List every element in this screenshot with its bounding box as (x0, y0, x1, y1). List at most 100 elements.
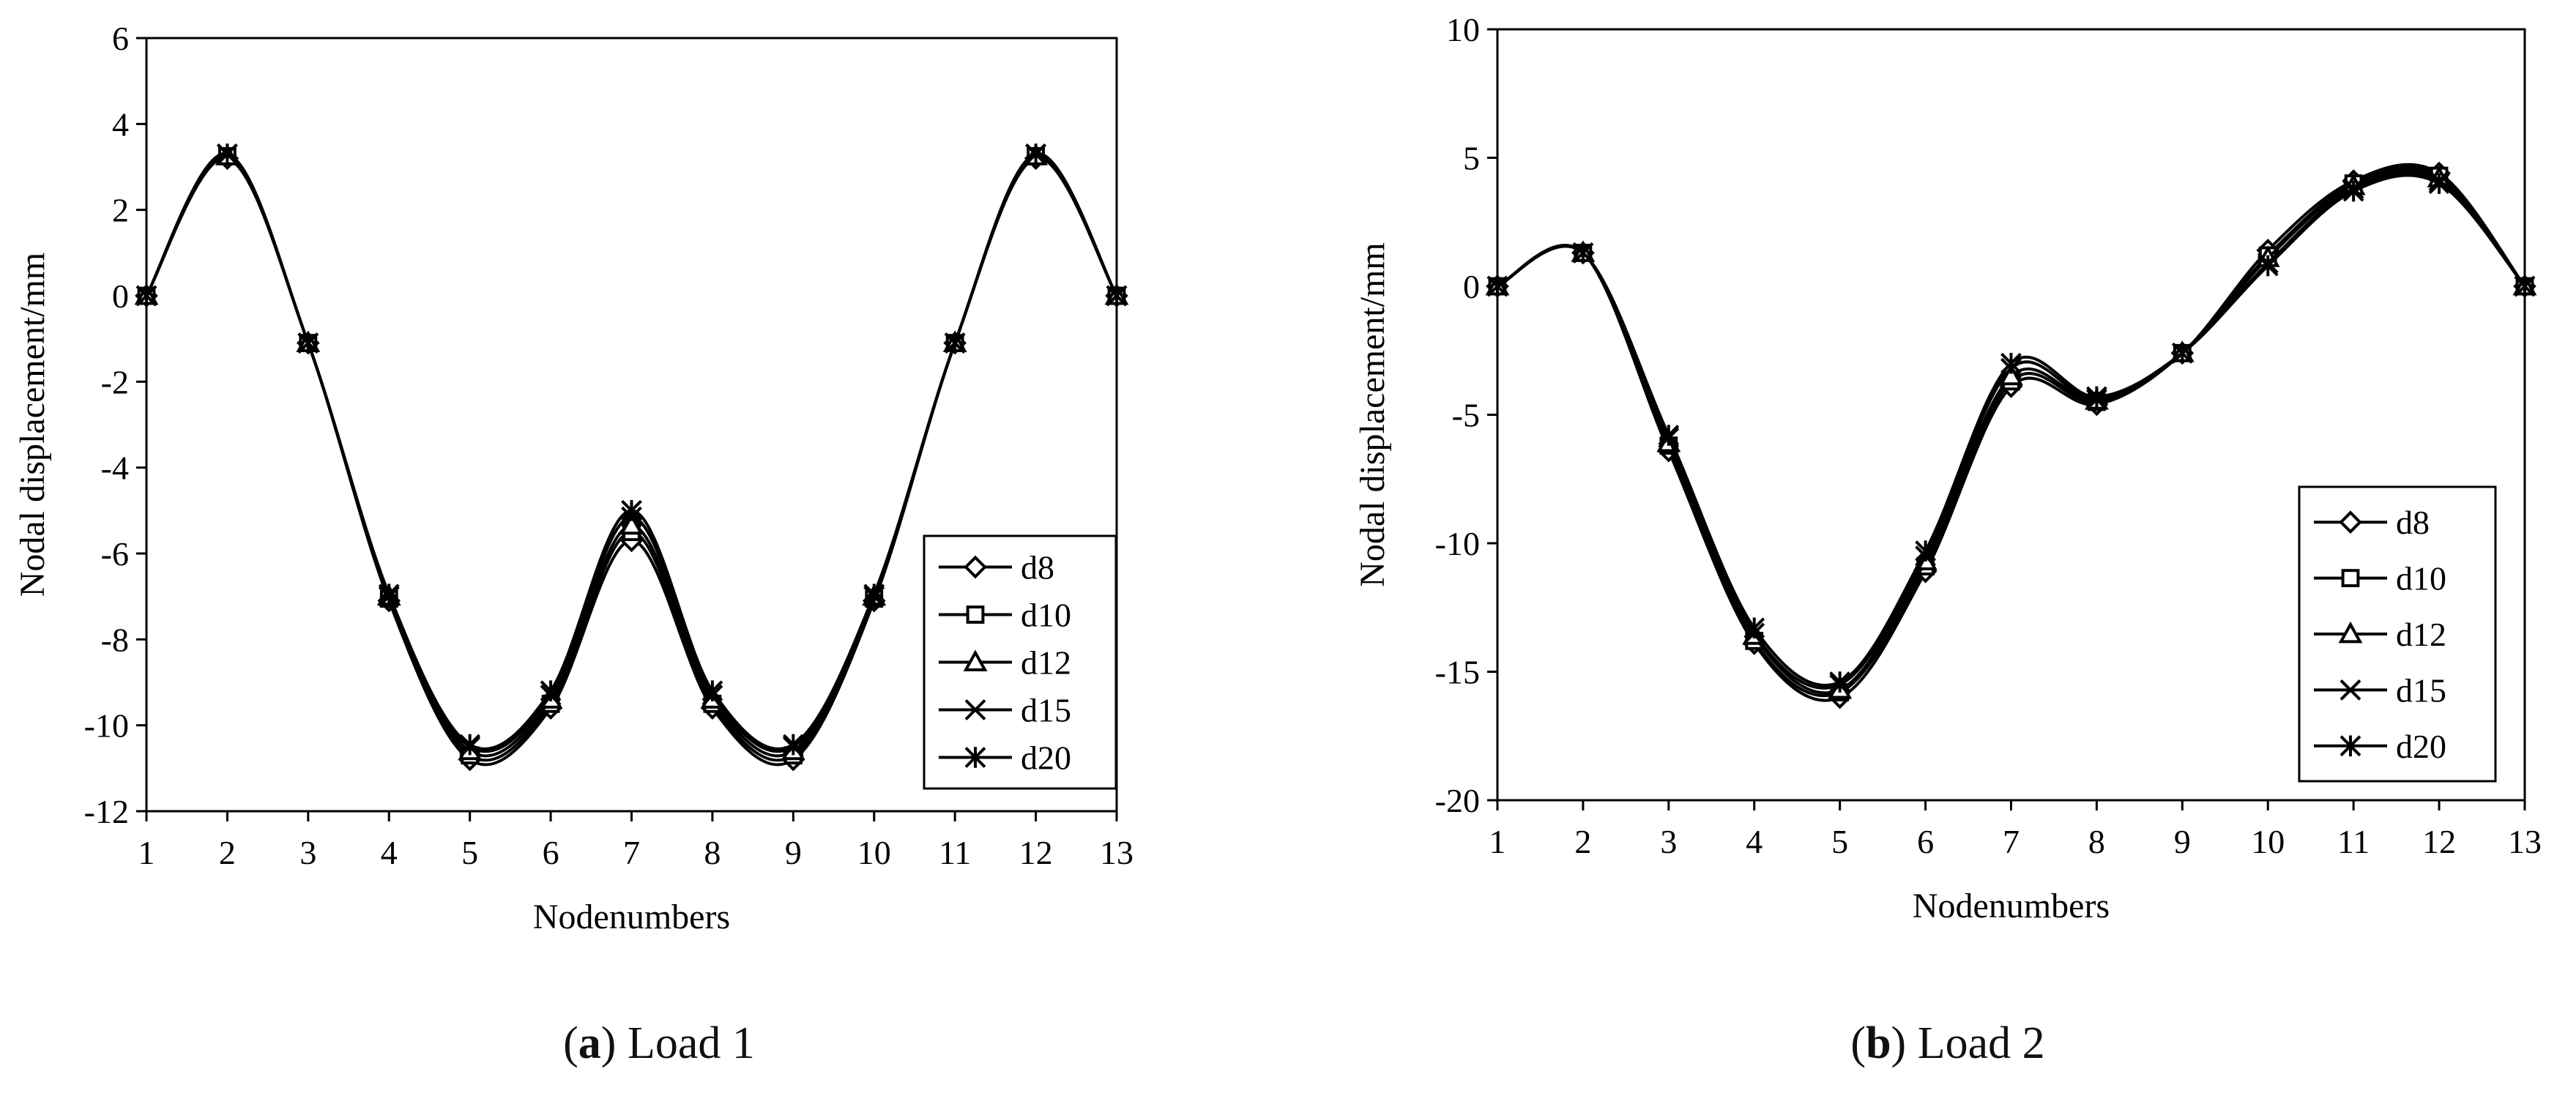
chart-b-ytick-label: 10 (1446, 11, 1480, 48)
chart-a-point-d20 (782, 734, 804, 756)
chart-b-point-d20 (1486, 275, 1508, 297)
chart-a-point-d20 (540, 680, 562, 702)
chart-a-point-d20 (297, 332, 319, 354)
chart-a-ytick-label: -6 (101, 535, 129, 573)
chart-b-legend-label-d20: d20 (2396, 728, 2446, 765)
chart-b-point-d20 (1743, 617, 1765, 639)
caption-a-letter: a (578, 1018, 601, 1068)
chart-b-xtick-label: 4 (1746, 823, 1762, 860)
chart-b-ytick-label: 5 (1463, 140, 1480, 177)
caption-b-letter: b (1866, 1018, 1891, 1068)
chart-a-ytick-label: -8 (101, 621, 129, 658)
chart-a-point-d20 (135, 285, 157, 307)
chart-a-xtick-label: 2 (219, 834, 236, 871)
chart-b-ylabel: Nodal displacement/mm (1353, 242, 1392, 587)
chart-b-legend-marker-d15 (2339, 679, 2361, 701)
chart-a-point-d20 (621, 499, 642, 521)
chart-b-point-d20 (2086, 386, 2107, 408)
chart-b-point-d20 (2000, 352, 2022, 374)
chart-a-legend-marker-d15 (964, 699, 986, 720)
chart-b-legend-label-d12: d12 (2396, 616, 2446, 653)
chart-a-point-d20 (378, 584, 400, 605)
chart-b-ytick-label: -20 (1435, 782, 1480, 819)
caption-a: (a) Load 1 (563, 1018, 755, 1068)
chart-a-xtick-label: 9 (785, 834, 802, 871)
chart-b-legend-marker-d20 (2339, 735, 2361, 757)
chart-a-xtick-label: 10 (857, 834, 891, 871)
chart-b-series-line-d20 (1497, 174, 2526, 687)
chart-b-xtick-label: 9 (2174, 823, 2191, 860)
chart-b-point-d20 (2428, 173, 2450, 195)
chart-a-legend-label-d20: d20 (1021, 739, 1071, 777)
chart-b-legend: d8 d10 d12 d15 d20 (2298, 485, 2497, 783)
chart-a-ytick-label: 2 (112, 192, 129, 229)
chart-a-legend-box (923, 534, 1117, 790)
chart-b-xtick-label: 5 (1831, 823, 1848, 860)
chart-a-point-d20 (944, 332, 966, 354)
chart-a-ytick-label: 4 (112, 105, 129, 143)
chart-a-point-d20 (701, 680, 723, 702)
chart-a-legend-label-d12: d12 (1021, 644, 1071, 682)
chart-a-legend-marker-d8 (964, 555, 987, 579)
chart-a-xtick-label: 5 (461, 834, 478, 871)
chart-a-ytick-label: 0 (112, 277, 129, 315)
chart-a-xtick-label: 4 (381, 834, 398, 871)
chart-a-point-d20 (459, 734, 481, 756)
chart-b-point-d20 (2514, 275, 2536, 297)
chart-a-xtick-label: 1 (138, 834, 155, 871)
chart-b-xlabel: Nodenumbers (1913, 887, 2110, 925)
chart-b-legend-label-d10: d10 (2396, 560, 2446, 597)
chart-b-xtick-label: 11 (2337, 823, 2370, 860)
chart-a-ytick-label: -4 (101, 450, 129, 487)
chart-a-xtick-label: 3 (299, 834, 316, 871)
chart-b-xtick-label: 2 (1574, 823, 1591, 860)
chart-a-ytick-label: -2 (101, 363, 129, 400)
chart-b-point-d20 (2342, 180, 2364, 202)
chart-b-legend-label-d15: d15 (2396, 671, 2446, 709)
chart-b-xtick-label: 3 (1660, 823, 1677, 860)
chart-a-point-d12 (619, 512, 644, 535)
chart-b-point-d20 (1658, 425, 1680, 446)
chart-a-legend: d8 d10 d12 d15 d20 (923, 534, 1117, 790)
chart-a-point-d20 (863, 584, 885, 605)
chart-a-xlabel: Nodenumbers (533, 898, 730, 936)
chart-a-legend-label-d10: d10 (1021, 597, 1071, 634)
chart-a-xtick-label: 6 (543, 834, 559, 871)
chart-a-legend-marker-d20 (964, 747, 986, 768)
chart-b-xtick-label: 1 (1489, 823, 1506, 860)
chart-b-point-d20 (2171, 342, 2193, 364)
caption-b-text: Load 2 (1917, 1018, 2045, 1068)
chart-a-legend-label-d8: d8 (1021, 549, 1054, 586)
chart-b-ytick-label: -5 (1452, 397, 1480, 434)
chart-a-point-d20 (217, 143, 238, 165)
chart-a-ytick-label: -10 (84, 707, 129, 745)
chart-a-legend-label-d15: d15 (1021, 692, 1071, 729)
caption-a-text: Load 1 (627, 1018, 755, 1068)
chart-b-xtick-label: 13 (2508, 823, 2542, 860)
chart-a-xtick-label: 7 (623, 834, 640, 871)
chart-b-xtick-label: 8 (2088, 823, 2105, 860)
caption-b: (b) Load 2 (1850, 1018, 2045, 1068)
chart-b-point-d20 (1572, 242, 1594, 264)
chart-b-point-d20 (1829, 671, 1851, 693)
chart-a-legend-marker-d12 (963, 649, 988, 671)
chart-a-ytick-label: 6 (112, 20, 129, 57)
chart-b-xtick-label: 7 (2003, 823, 2020, 860)
chart-b-legend-label-d8: d8 (2396, 504, 2430, 541)
chart-a-xtick-label: 8 (704, 834, 721, 871)
chart-b-legend-marker-d10 (2341, 569, 2360, 588)
chart-b-point-d20 (2257, 255, 2279, 277)
chart-b-xtick-label: 6 (1917, 823, 1934, 860)
chart-b-ytick-label: -10 (1435, 525, 1480, 562)
chart-b-point-d20 (1915, 540, 1936, 562)
chart-b-ytick-label: 0 (1463, 268, 1480, 305)
chart-b-xtick-label: 10 (2251, 823, 2285, 860)
chart-a-point-d20 (1025, 143, 1046, 165)
chart-a-xtick-label: 12 (1019, 834, 1053, 871)
chart-b-legend-marker-d8 (2339, 510, 2362, 534)
chart-b-ytick-label: -15 (1435, 654, 1480, 691)
chart-b-legend-marker-d12 (2338, 621, 2363, 644)
chart-a-point-d20 (1106, 285, 1128, 307)
